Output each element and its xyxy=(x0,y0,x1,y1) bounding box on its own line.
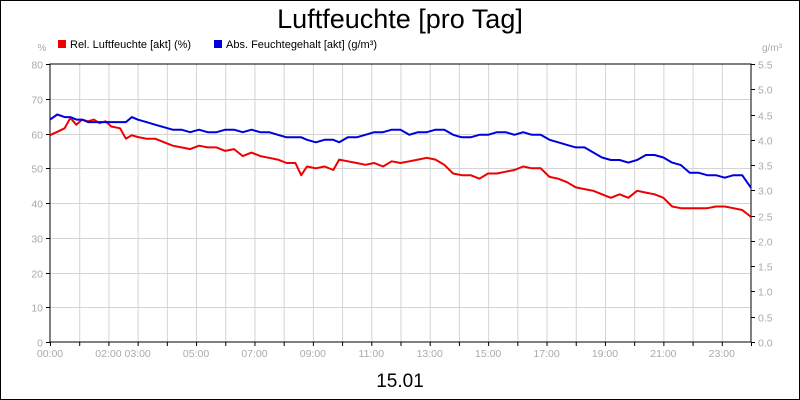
legend: Rel. Luftfeuchte [akt] (%) Abs. Feuchteg… xyxy=(58,39,377,51)
y-right-tick-label: 3.5 xyxy=(758,161,773,173)
y-left-tick-label: 80 xyxy=(31,60,43,72)
x-tick-label: 19:00 xyxy=(592,348,618,360)
y-right-tick-label: 5.0 xyxy=(758,85,773,97)
series-line-rel-humidity xyxy=(49,116,752,218)
y-left-tick-label: 60 xyxy=(31,130,43,142)
y-right-tick-label: 4.5 xyxy=(758,111,773,123)
y-right-tick-label: 5.5 xyxy=(758,60,773,72)
y-left-tick-label: 40 xyxy=(31,199,43,211)
x-tick-label: 09:00 xyxy=(300,348,326,360)
axis-ticks: 0 10 20 30 40 50 60 70 80 0.0 0.5 1.0 1.5 2.0 2.5 3.0 3.… xyxy=(31,60,772,361)
x-tick-label: 17:00 xyxy=(533,348,559,360)
x-tick-label: 23:00 xyxy=(709,348,735,360)
x-tick-label: 21:00 xyxy=(650,348,676,360)
y-left-tick-label: 0 xyxy=(37,338,43,350)
grid xyxy=(50,64,751,342)
x-tick-label: 11:00 xyxy=(359,348,385,360)
series-lines xyxy=(49,113,752,218)
chart-title: Luftfeuchte [pro Tag] xyxy=(277,4,523,34)
plot-area-border xyxy=(49,63,752,343)
y-right-tick-label: 0.5 xyxy=(758,313,773,325)
legend-label-rel-humidity: Rel. Luftfeuchte [akt] (%) xyxy=(70,39,191,51)
left-axis-unit: % xyxy=(38,43,47,54)
y-right-tick-label: 2.0 xyxy=(758,237,773,249)
y-left-tick-label: 70 xyxy=(31,95,43,107)
y-right-tick-label: 1.5 xyxy=(758,262,773,274)
y-left-tick-label: 10 xyxy=(31,303,43,315)
y-right-tick-label: 3.0 xyxy=(758,186,773,198)
y-right-tick-label: 2.5 xyxy=(758,212,773,224)
legend-swatch-abs-humidity xyxy=(214,40,222,48)
x-tick-label: 02:00 xyxy=(95,348,121,360)
y-right-tick-label: 0.0 xyxy=(758,338,773,350)
x-tick-label: 13:00 xyxy=(417,348,443,360)
series-line-abs-humidity xyxy=(49,113,752,189)
y-left-tick-label: 50 xyxy=(31,164,43,176)
x-tick-label: 03:00 xyxy=(124,348,150,360)
legend-label-abs-humidity: Abs. Feuchtegehalt [akt] (g/m³) xyxy=(226,39,377,51)
y-left-tick-label: 20 xyxy=(31,269,43,281)
date-label: 15.01 xyxy=(376,371,424,392)
y-right-tick-label: 4.0 xyxy=(758,136,773,148)
x-tick-label: 05:00 xyxy=(183,348,209,360)
y-right-tick-label: 1.0 xyxy=(758,287,773,299)
x-tick-label: 15:00 xyxy=(475,348,501,360)
y-left-tick-label: 30 xyxy=(31,234,43,246)
legend-swatch-rel-humidity xyxy=(58,40,66,48)
right-axis-unit: g/m³ xyxy=(762,43,783,54)
x-tick-label: 07:00 xyxy=(241,348,267,360)
x-tick-label: 00:00 xyxy=(37,348,63,360)
